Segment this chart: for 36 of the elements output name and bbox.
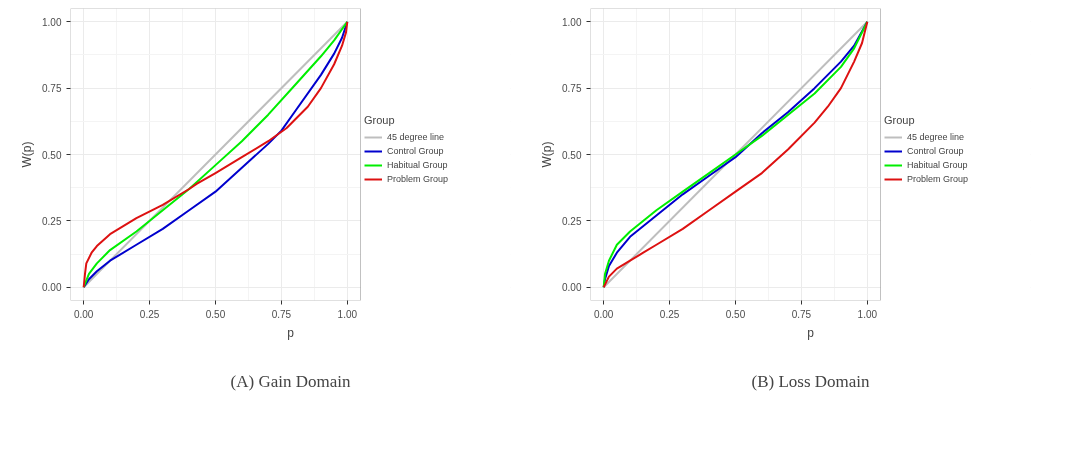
x-tick-label: 0.50 (205, 308, 226, 320)
y-tick-label: 0.25 (562, 215, 582, 227)
y-tick-label: 1.00 (42, 16, 62, 28)
y-tick-label: 1.00 (562, 16, 582, 28)
y-axis-title: W(p) (540, 141, 555, 168)
y-tick-label: 0.75 (42, 83, 62, 95)
y-tick-label: 0.50 (42, 149, 62, 161)
legend-label: Problem Group (907, 173, 970, 185)
x-tick-label: 0.75 (271, 308, 292, 320)
x-tick-label: 0.00 (73, 308, 94, 320)
x-axis-title: p (807, 325, 815, 340)
legend-label: Control Group (907, 145, 965, 157)
x-tick-label: 0.25 (139, 308, 160, 320)
legend-title: Group (364, 114, 396, 126)
x-tick-label: 0.00 (593, 308, 614, 320)
y-tick-label: 0.00 (562, 282, 582, 294)
text: (B) Loss Domain (751, 372, 871, 391)
legend-title: Group (884, 114, 916, 126)
legend-label: Problem Group (387, 173, 450, 185)
x-tick-label: 1.00 (337, 308, 358, 320)
x-tick-label: 0.25 (659, 308, 680, 320)
x-tick-label: 0.75 (791, 308, 812, 320)
x-tick-label: 0.50 (725, 308, 746, 320)
legend-label: Control Group (387, 145, 445, 157)
y-tick-label: 0.50 (562, 149, 582, 161)
y-tick-label: 0.25 (42, 215, 62, 227)
legend-label: 45 degree line (387, 131, 446, 143)
x-axis-title: p (287, 325, 295, 340)
y-tick-label: 0.75 (562, 83, 582, 95)
text: (A) Gain Domain (230, 372, 351, 391)
y-axis-title: W(p) (20, 141, 35, 168)
y-tick-label: 0.00 (42, 282, 62, 294)
x-tick-label: 1.00 (857, 308, 878, 320)
legend-label: Habitual Group (387, 159, 449, 171)
legend-label: Habitual Group (907, 159, 969, 171)
legend-label: 45 degree line (907, 131, 966, 143)
